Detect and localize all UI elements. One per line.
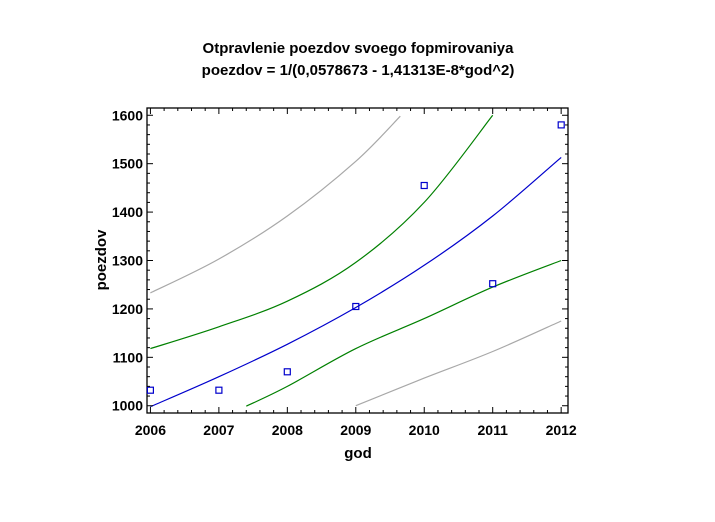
x-tick-label: 2009 — [340, 422, 371, 438]
x-tick-label: 2010 — [409, 422, 440, 438]
data-point — [352, 302, 360, 311]
y-axis: 1000 1100 1200 1300 1400 1500 1600 — [112, 107, 568, 414]
series-line-prediction-upper — [150, 115, 401, 294]
x-tick-label: 2007 — [203, 422, 234, 438]
y-tick-label: 1000 — [112, 398, 143, 414]
y-tick-label: 1200 — [112, 301, 143, 317]
y-tick-label: 1500 — [112, 156, 143, 172]
y-tick-label: 1100 — [113, 349, 144, 365]
x-tick-label: 2008 — [272, 422, 303, 438]
series-line-confidence-lower — [246, 259, 562, 407]
y-axis-label: poezdov — [93, 229, 110, 290]
y-tick-label: 1300 — [112, 253, 143, 269]
y-tick-label: 1600 — [112, 107, 143, 123]
data-point — [420, 181, 428, 190]
data-point — [557, 121, 565, 129]
series-line-prediction-lower — [355, 320, 562, 407]
x-tick-label: 2012 — [546, 422, 577, 438]
data-point — [215, 386, 223, 394]
y-tick-label: 1400 — [112, 204, 143, 220]
series-line-fit — [150, 156, 562, 408]
chart-subtitle: poezdov = 1/(0,0578673 - 1,41313E-8*god^… — [202, 62, 515, 79]
data-point — [489, 280, 497, 288]
series-line-confidence-upper — [150, 114, 494, 350]
x-axis-label: god — [344, 445, 372, 462]
x-tick-label: 2011 — [478, 422, 509, 438]
series-layer — [150, 114, 562, 408]
points-layer — [146, 121, 565, 394]
x-axis: 2006 2007 2008 2009 2010 2011 2012 — [135, 108, 577, 438]
data-point — [283, 368, 291, 376]
chart-title: Otpravlenie poezdov svoego fopmirovaniya — [203, 40, 515, 57]
x-tick-label: 2006 — [135, 422, 166, 438]
data-point — [146, 386, 154, 394]
